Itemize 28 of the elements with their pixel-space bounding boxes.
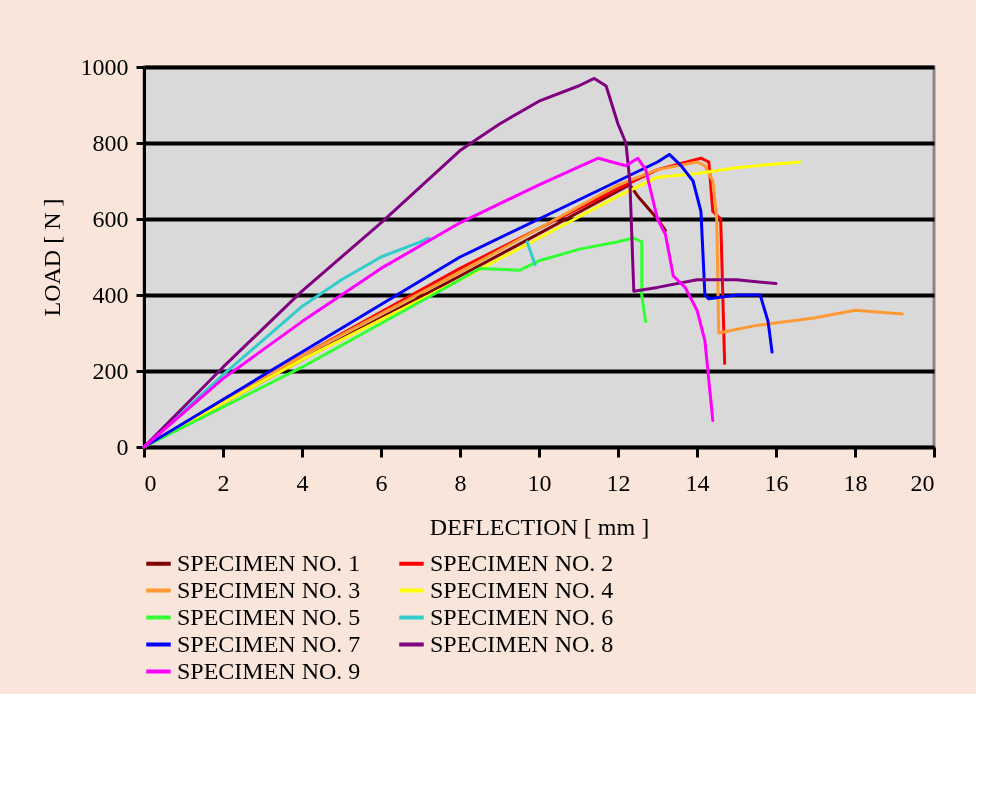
legend-label: SPECIMEN NO. 4 [430, 576, 614, 603]
y-tick-label: 800 [92, 129, 129, 156]
x-tick-label: 18 [843, 469, 868, 496]
legend-label: SPECIMEN NO. 9 [177, 657, 361, 684]
legend-label: SPECIMEN NO. 3 [177, 576, 361, 603]
x-tick-label: 8 [454, 469, 467, 496]
x-tick-label: 16 [764, 469, 789, 496]
y-tick-label: 200 [92, 357, 129, 384]
legend-label: SPECIMEN NO. 2 [430, 549, 614, 576]
y-tick-label: 400 [92, 281, 129, 308]
y-tick-label: 600 [92, 205, 129, 232]
x-tick-label: 10 [527, 469, 552, 496]
y-tick-label: 1000 [80, 53, 129, 80]
x-tick-label: 6 [375, 469, 388, 496]
y-tick-label: 0 [116, 433, 129, 460]
x-tick-label: 0 [144, 469, 157, 496]
y-axis-title: LOAD [ N ] [38, 198, 65, 317]
x-tick-label: 20 [910, 469, 935, 496]
x-axis-title: DEFLECTION [ mm ] [429, 513, 650, 540]
legend-label: SPECIMEN NO. 8 [430, 630, 614, 657]
x-tick-label: 4 [296, 469, 309, 496]
x-tick-label: 12 [606, 469, 631, 496]
legend-label: SPECIMEN NO. 6 [430, 603, 614, 630]
legend-label: SPECIMEN NO. 1 [177, 549, 361, 576]
legend-label: SPECIMEN NO. 5 [177, 603, 361, 630]
legend-label: SPECIMEN NO. 7 [177, 630, 361, 657]
x-tick-label: 14 [685, 469, 710, 496]
x-tick-label: 2 [217, 469, 230, 496]
